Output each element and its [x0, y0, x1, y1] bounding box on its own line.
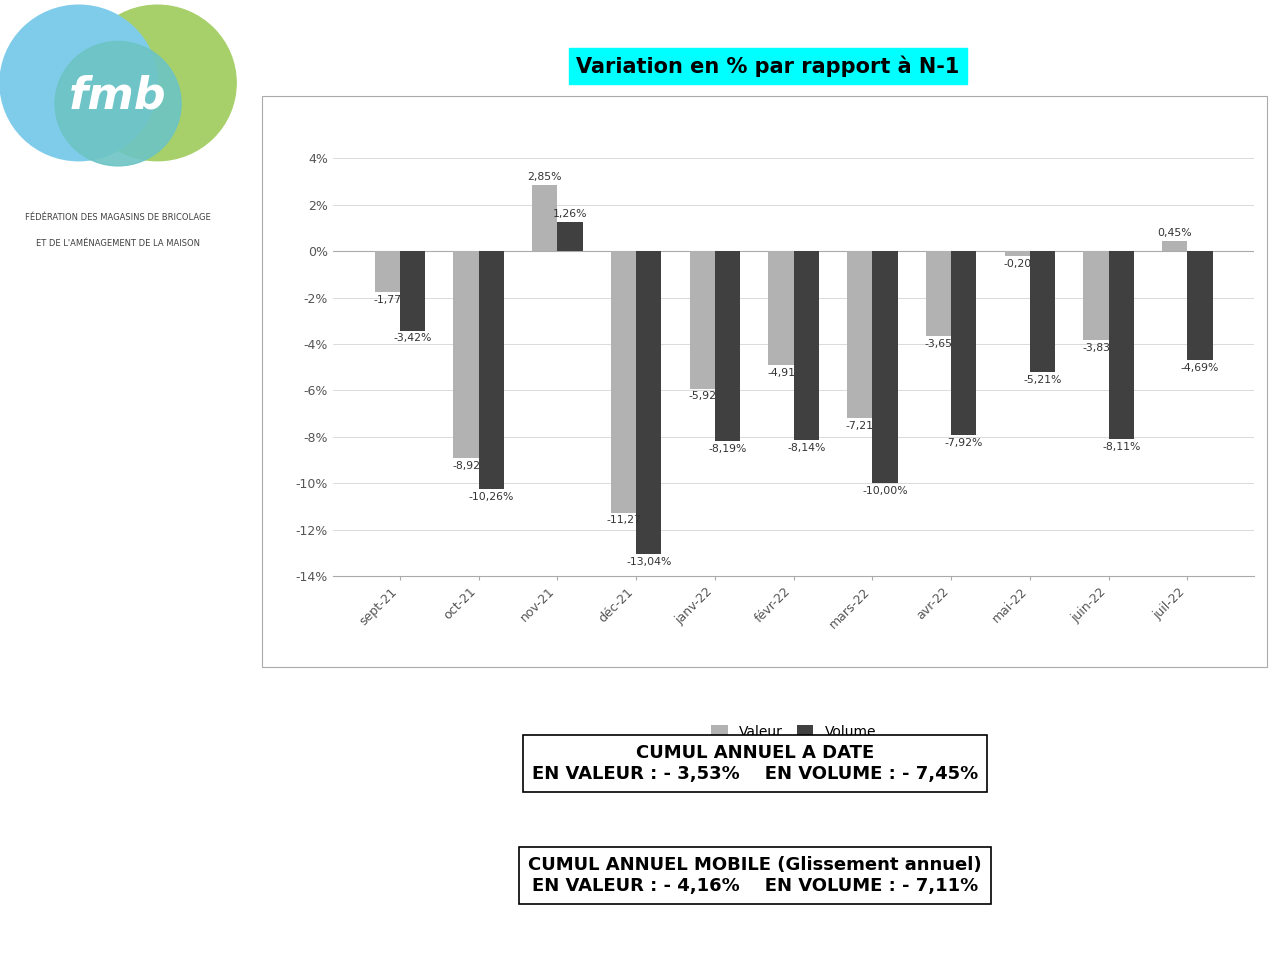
Text: 0,45%: 0,45% [1157, 228, 1192, 238]
Bar [611, 252, 636, 513]
Bar [399, 252, 425, 330]
Text: -10,00%: -10,00% [863, 486, 908, 496]
Bar [690, 252, 714, 389]
Circle shape [78, 5, 236, 160]
Bar [453, 252, 479, 458]
Bar [479, 252, 504, 490]
Text: -4,91: -4,91 [767, 368, 795, 378]
Text: -5,92: -5,92 [689, 392, 717, 401]
Text: -8,92: -8,92 [452, 461, 480, 471]
Bar [1030, 252, 1055, 372]
Text: -13,04%: -13,04% [626, 557, 672, 566]
Text: 1,26%: 1,26% [553, 209, 588, 219]
Text: -3,83: -3,83 [1082, 343, 1110, 353]
Bar [557, 222, 582, 252]
Bar [714, 252, 740, 442]
Bar [847, 252, 873, 419]
Legend: Valeur, Volume: Valeur, Volume [705, 719, 882, 744]
Bar [1083, 252, 1108, 340]
Text: 2,85%: 2,85% [527, 172, 562, 182]
Bar [768, 252, 794, 365]
Bar [375, 252, 399, 292]
Text: -11,27: -11,27 [605, 516, 641, 525]
Circle shape [0, 5, 157, 160]
Bar [532, 185, 557, 252]
Text: ET DE L'AMÉNAGEMENT DE LA MAISON: ET DE L'AMÉNAGEMENT DE LA MAISON [36, 239, 200, 248]
Bar [873, 252, 897, 483]
Text: -5,21%: -5,21% [1023, 374, 1061, 385]
Text: Variation en % par rapport à N-1: Variation en % par rapport à N-1 [576, 55, 960, 77]
Text: -0,20: -0,20 [1004, 258, 1032, 269]
Text: -1,77: -1,77 [374, 295, 402, 305]
Bar [636, 252, 662, 554]
Text: -3,65: -3,65 [924, 339, 952, 348]
Text: -8,19%: -8,19% [708, 444, 746, 454]
Text: -10,26%: -10,26% [468, 492, 513, 502]
Text: fmb: fmb [69, 75, 166, 117]
Text: -7,92%: -7,92% [945, 438, 983, 447]
Text: -7,21: -7,21 [846, 421, 874, 431]
Bar [1005, 252, 1030, 256]
Text: -4,69%: -4,69% [1180, 363, 1219, 372]
Text: -3,42%: -3,42% [393, 333, 431, 344]
Text: CUMUL ANNUEL A DATE
EN VALEUR : - 3,53%    EN VOLUME : - 7,45%: CUMUL ANNUEL A DATE EN VALEUR : - 3,53% … [532, 744, 978, 782]
Text: -8,14%: -8,14% [787, 443, 826, 453]
Text: CUMUL ANNUEL MOBILE (Glissement annuel)
EN VALEUR : - 4,16%    EN VOLUME : - 7,1: CUMUL ANNUEL MOBILE (Glissement annuel) … [529, 856, 982, 895]
Circle shape [55, 41, 180, 166]
Bar [925, 252, 951, 336]
Text: FÉDÉRATION DES MAGASINS DE BRICOLAGE: FÉDÉRATION DES MAGASINS DE BRICOLAGE [26, 213, 211, 222]
Bar [1188, 252, 1212, 360]
Text: -8,11%: -8,11% [1102, 443, 1140, 452]
Bar [1162, 241, 1188, 252]
Bar [951, 252, 977, 435]
Bar [794, 252, 819, 440]
Bar [1108, 252, 1134, 440]
